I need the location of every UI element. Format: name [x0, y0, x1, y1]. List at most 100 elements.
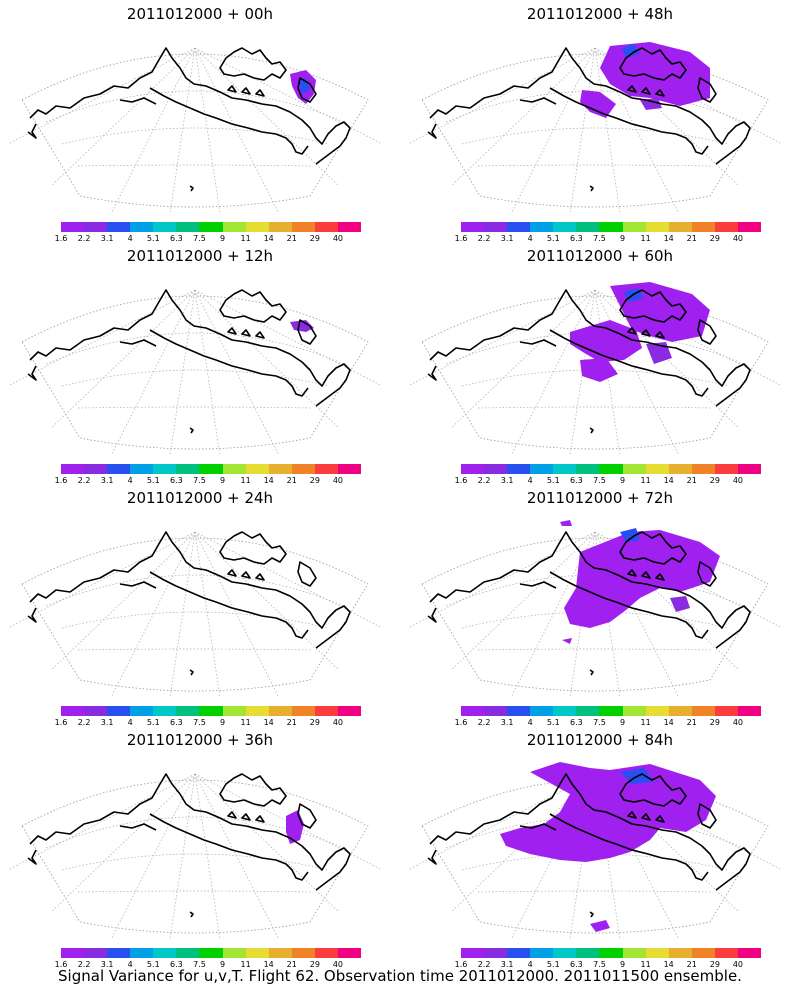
meridian-line [194, 531, 380, 628]
panel-title: 2011012000 + 72h [526, 489, 674, 507]
colorbar-swatch [691, 948, 715, 958]
colorbar-label: 3.1 [100, 718, 114, 727]
coastline [627, 327, 665, 339]
colorbar-label: 21 [686, 476, 697, 485]
coastline [189, 911, 194, 918]
coastline [697, 561, 717, 587]
colorbar-label: 29 [709, 718, 720, 727]
coastline [429, 47, 751, 165]
meridian-line [510, 289, 596, 455]
colorbar-label: 1.6 [454, 718, 468, 727]
colorbar-swatch [622, 222, 646, 232]
colorbar-label: 29 [309, 718, 320, 727]
colorbar-swatch [222, 464, 246, 474]
colorbar-label: 2.2 [477, 718, 491, 727]
coastline [619, 531, 687, 565]
meridian-line [169, 47, 196, 213]
colorbar-label: 14 [263, 718, 274, 727]
panel-title: 2011012000 + 36h [126, 731, 274, 749]
colorbar-label: 4 [127, 234, 133, 243]
colorbar-label: 11 [640, 718, 651, 727]
meridian-line [194, 289, 221, 455]
colorbar-label: 40 [732, 718, 744, 727]
colorbar-label: 29 [309, 960, 320, 969]
colorbar-label: 14 [263, 960, 274, 969]
meridian-line [410, 47, 596, 144]
coastline [519, 339, 557, 347]
colorbar-label: 11 [640, 476, 651, 485]
colorbar-swatch [737, 706, 762, 716]
coastline [627, 85, 665, 97]
colorbar-swatch [691, 706, 715, 716]
colorbar-label: 2.2 [477, 960, 491, 969]
meridian-line [194, 47, 280, 213]
latitude-line [477, 406, 713, 409]
coastline [697, 319, 717, 345]
latitude-line [77, 890, 313, 893]
colorbar-swatch [553, 948, 577, 958]
colorbar-swatch [291, 222, 315, 232]
colorbar-label: 5.1 [546, 234, 560, 243]
colorbar-label: 40 [732, 476, 744, 485]
meridian-line [569, 289, 596, 455]
coastline [697, 803, 717, 829]
colorbar-label: 7.5 [593, 234, 606, 243]
colorbar-swatch [130, 464, 154, 474]
colorbar-label: 4 [127, 718, 133, 727]
meridian-line [194, 773, 221, 939]
colorbar-swatch [461, 222, 485, 232]
coastline [27, 849, 37, 865]
colorbar-swatch [599, 464, 623, 474]
meridian-line [510, 47, 596, 213]
colorbar-label: 5.1 [546, 718, 560, 727]
colorbar-swatch [576, 222, 600, 232]
coastline [589, 185, 594, 192]
colorbar-swatch [222, 222, 246, 232]
latitude-line [477, 164, 713, 167]
map-boundary [21, 779, 369, 934]
colorbar-swatch [553, 706, 577, 716]
coastline [589, 669, 594, 676]
map-boundary [21, 537, 369, 692]
colorbar-label: 6.3 [570, 234, 583, 243]
meridian-line [594, 47, 780, 144]
colorbar-swatch [553, 464, 577, 474]
colorbar-label: 9 [219, 234, 226, 243]
colorbar-label: 11 [240, 718, 251, 727]
meridian-line [194, 773, 380, 870]
colorbar-swatch [153, 706, 177, 716]
colorbar-label: 21 [686, 960, 697, 969]
colorbar-label: 21 [686, 234, 697, 243]
variance-region [670, 596, 690, 612]
variance-region [646, 342, 672, 364]
colorbar-labels: 1.6 2.2 3.1 4 5.1 6.3 7.5 9 11 14 21 29 40 [450, 960, 770, 972]
colorbar-label: 3.1 [100, 960, 114, 969]
colorbar-swatch [61, 464, 85, 474]
coastline [619, 47, 687, 81]
meridian-line [194, 289, 380, 386]
colorbar-swatch [314, 464, 338, 474]
variance-region [580, 358, 618, 382]
colorbar-swatch [553, 222, 577, 232]
map-panel: 2011012000 + 48h 1.6 2.2 3.1 4 5.1 6.3 7.5 9 11 14… [400, 0, 800, 243]
colorbar-label: 21 [286, 234, 297, 243]
colorbar-label: 40 [732, 960, 744, 969]
meridian-line [110, 47, 196, 213]
colorbar-swatch [599, 222, 623, 232]
colorbar-swatch [599, 948, 623, 958]
colorbar-swatch [599, 706, 623, 716]
latitude-line [77, 164, 313, 167]
colorbar-label: 9 [619, 234, 626, 243]
colorbar-swatch [691, 222, 715, 232]
colorbar-label: 5.1 [146, 718, 160, 727]
colorbar-swatch [668, 222, 692, 232]
colorbar-swatch [61, 948, 85, 958]
meridian-line [169, 773, 196, 939]
colorbar [461, 222, 762, 232]
coastline [549, 87, 709, 155]
coastline [29, 289, 351, 407]
colorbar [61, 948, 362, 958]
coastline [549, 813, 709, 881]
latitude-line [461, 127, 729, 145]
panel-title: 2011012000 + 60h [526, 247, 674, 265]
